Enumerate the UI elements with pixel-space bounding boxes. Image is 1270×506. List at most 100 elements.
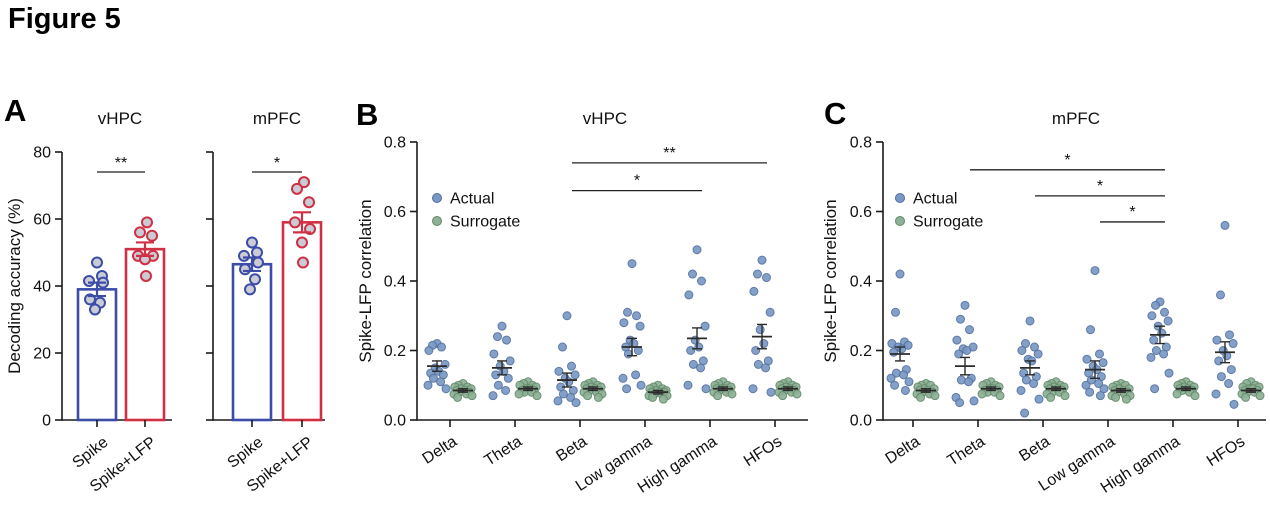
actual-data-point bbox=[1085, 387, 1095, 397]
actual-data-point bbox=[955, 398, 965, 408]
actual-data-point bbox=[897, 344, 907, 354]
actual-data-point bbox=[505, 356, 515, 366]
actual-data-point bbox=[635, 321, 645, 331]
actual-data-point bbox=[1212, 335, 1222, 345]
actual-data-point bbox=[1030, 342, 1039, 352]
legend-label: Actual bbox=[913, 191, 957, 208]
data-point bbox=[297, 256, 309, 269]
y-tick-label: 0.4 bbox=[384, 274, 406, 291]
subplot-title: vHPC bbox=[98, 109, 142, 128]
actual-data-point bbox=[501, 385, 511, 395]
actual-data-point bbox=[1086, 325, 1095, 335]
data-point bbox=[239, 263, 251, 276]
legend-label: Actual bbox=[450, 191, 494, 208]
data-point bbox=[238, 249, 250, 262]
actual-data-point bbox=[570, 370, 580, 380]
data-point bbox=[146, 229, 158, 242]
actual-data-point bbox=[424, 346, 434, 355]
x-tick-label: Beta bbox=[1016, 433, 1053, 465]
actual-data-point bbox=[900, 385, 910, 395]
actual-data-point bbox=[1157, 328, 1167, 338]
panel-a-label: A bbox=[4, 93, 27, 128]
surrogate-data-point bbox=[1241, 392, 1251, 402]
actual-data-point bbox=[437, 342, 446, 352]
actual-data-point bbox=[1228, 339, 1238, 349]
actual-data-point bbox=[753, 359, 763, 369]
actual-data-point bbox=[618, 373, 628, 383]
y-tick-label: 0.8 bbox=[384, 135, 406, 152]
actual-legend-dot-icon bbox=[432, 193, 442, 203]
actual-data-point bbox=[755, 325, 765, 335]
actual-data-point bbox=[1150, 384, 1160, 394]
surrogate-data-point bbox=[1190, 391, 1200, 401]
actual-data-point bbox=[686, 346, 696, 355]
actual-data-point bbox=[566, 392, 576, 402]
data-point bbox=[244, 283, 256, 296]
actual-data-point bbox=[1029, 379, 1039, 389]
actual-data-point bbox=[558, 389, 568, 399]
panel-b: 0.0 0.2 0.4 0.6 0.8 vHPC Spike-LFP correlation… bbox=[356, 109, 808, 497]
actual-data-point bbox=[759, 339, 769, 349]
significance-label: * bbox=[274, 155, 280, 172]
actual-data-point bbox=[889, 347, 899, 357]
actual-data-point bbox=[1025, 316, 1035, 326]
actual-data-point bbox=[1017, 346, 1027, 355]
x-tick-label: Theta bbox=[945, 433, 989, 470]
surrogate-data-point bbox=[995, 391, 1005, 401]
actual-data-point bbox=[619, 318, 629, 328]
significance-label: ** bbox=[115, 155, 127, 172]
actual-data-point bbox=[964, 377, 974, 387]
actual-data-point bbox=[694, 342, 704, 352]
actual-data-point bbox=[571, 398, 581, 408]
y-tick-label: 0.4 bbox=[850, 274, 872, 291]
actual-data-point bbox=[1151, 300, 1160, 310]
actual-data-point bbox=[441, 384, 451, 394]
actual-data-point bbox=[1095, 349, 1104, 359]
y-tick-label: 0.2 bbox=[384, 343, 406, 360]
actual-data-point bbox=[692, 245, 702, 255]
actual-data-point bbox=[696, 363, 706, 373]
x-tick-label: HFOs bbox=[1204, 433, 1248, 470]
actual-data-point bbox=[623, 307, 632, 317]
actual-data-point bbox=[440, 359, 450, 369]
y-axis-title: Decoding accuracy (%) bbox=[5, 198, 24, 374]
actual-data-point bbox=[1081, 380, 1091, 390]
surrogate-legend-dot-icon bbox=[895, 216, 905, 226]
data-point bbox=[89, 303, 101, 316]
actual-data-point bbox=[1033, 349, 1043, 359]
actual-data-point bbox=[1226, 365, 1236, 375]
y-tick-label: 80 bbox=[33, 145, 51, 162]
actual-data-point bbox=[954, 349, 964, 359]
actual-data-point bbox=[952, 335, 962, 345]
legend-item-actual: Actual bbox=[895, 191, 957, 208]
actual-data-point bbox=[688, 269, 697, 279]
legend-item-surrogate: Surrogate bbox=[895, 214, 983, 231]
surrogate-data-point bbox=[532, 391, 542, 401]
actual-data-point bbox=[423, 380, 433, 390]
y-tick-label: 60 bbox=[33, 212, 51, 229]
actual-data-point bbox=[1163, 316, 1173, 326]
actual-data-point bbox=[895, 269, 905, 279]
data-point bbox=[140, 269, 152, 282]
actual-data-point bbox=[1216, 290, 1225, 300]
actual-data-point bbox=[1216, 372, 1226, 382]
y-tick-label: 40 bbox=[33, 279, 51, 296]
data-point bbox=[83, 274, 95, 287]
actual-data-point bbox=[697, 276, 706, 286]
surrogate-data-point bbox=[713, 391, 723, 401]
actual-data-point bbox=[623, 349, 633, 359]
actual-data-point bbox=[962, 346, 972, 355]
data-point bbox=[298, 176, 310, 189]
actual-data-point bbox=[891, 307, 900, 317]
significance-label: * bbox=[1097, 178, 1103, 195]
data-point bbox=[296, 236, 308, 249]
actual-data-point bbox=[1095, 391, 1105, 401]
significance-label: * bbox=[1064, 152, 1070, 169]
actual-data-point bbox=[1160, 307, 1169, 317]
surrogate-data-point bbox=[1121, 394, 1131, 404]
actual-data-point bbox=[1020, 408, 1030, 418]
actual-data-point bbox=[751, 346, 761, 355]
